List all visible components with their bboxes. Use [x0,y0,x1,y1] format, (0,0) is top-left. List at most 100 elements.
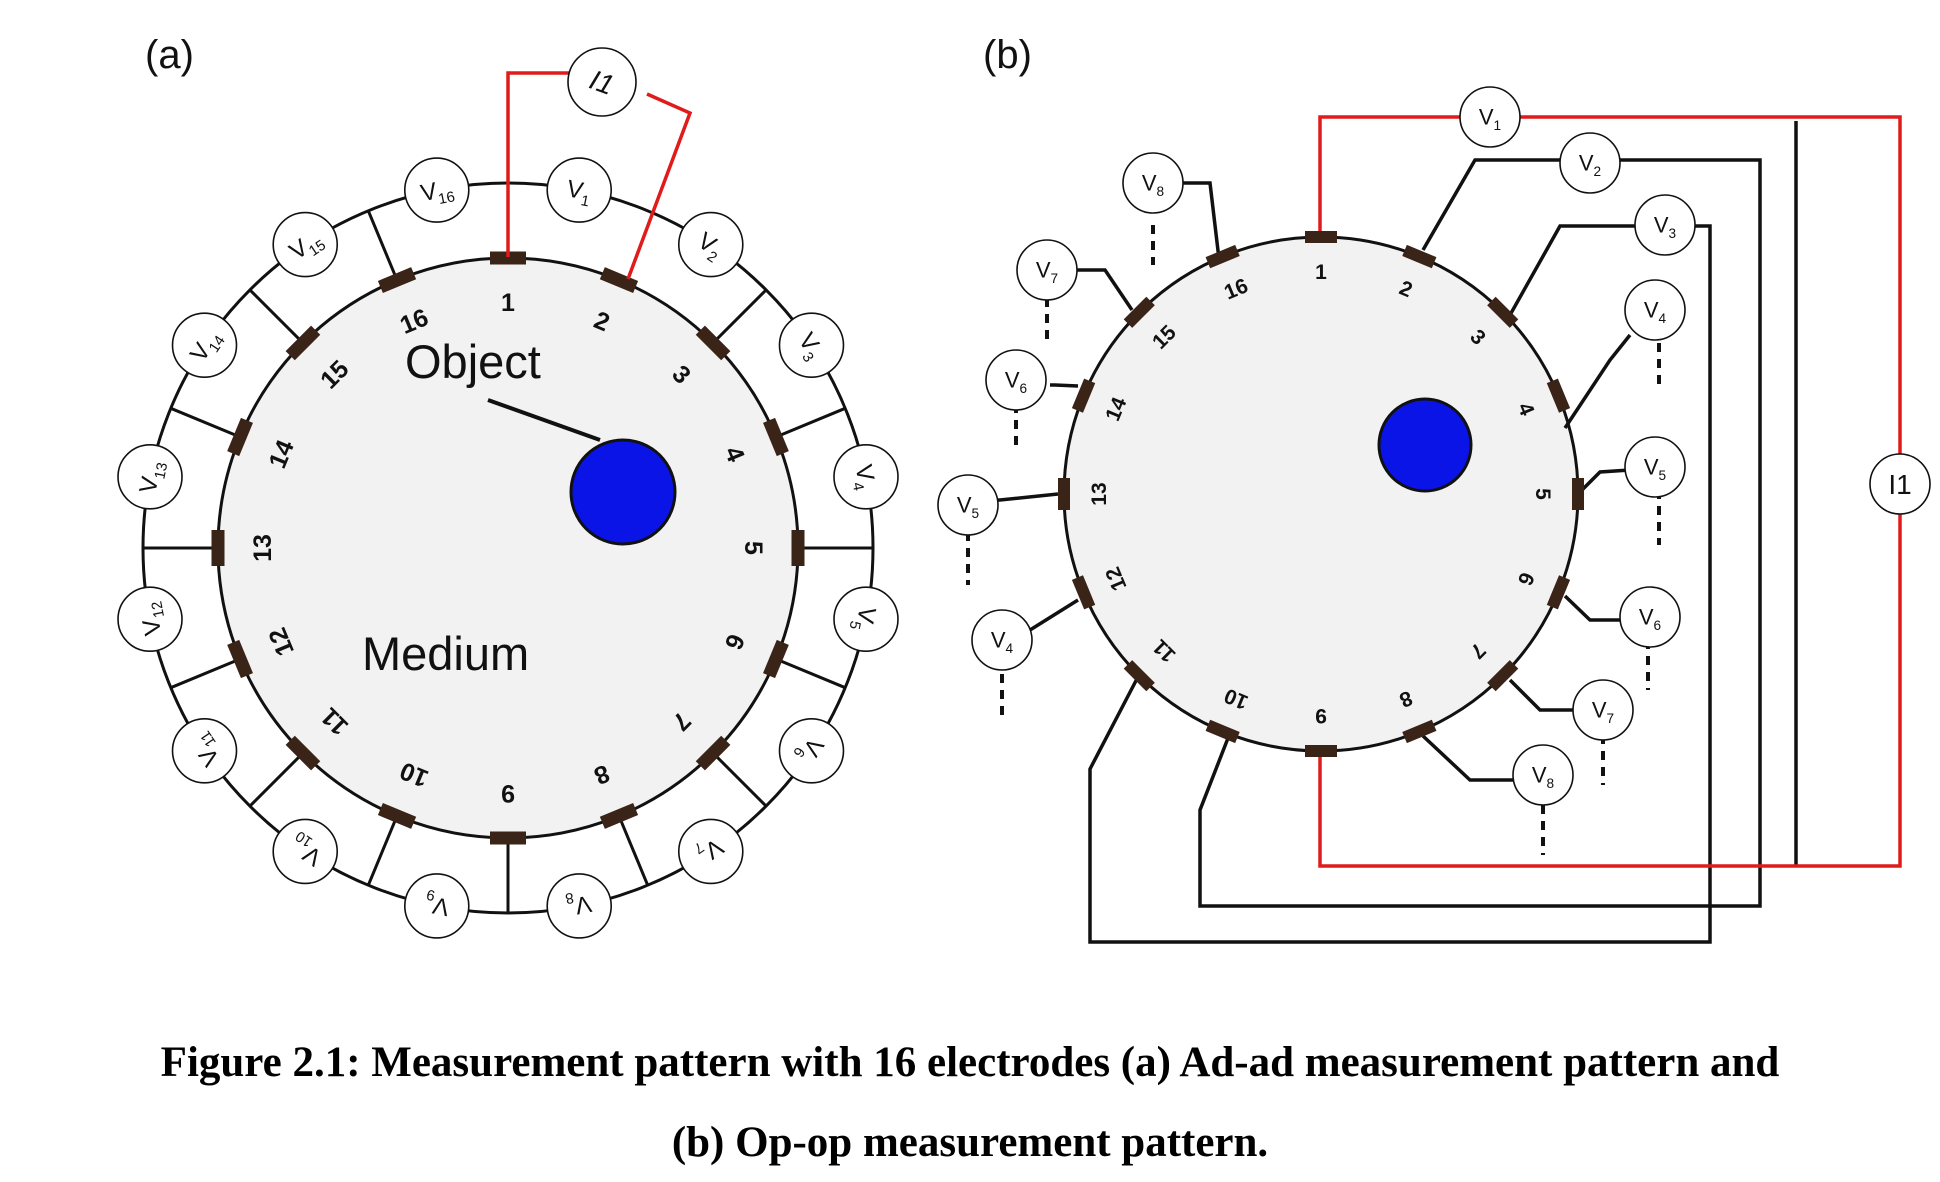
electrode-b-14 [1071,378,1096,413]
electrode-b-2 [1402,244,1437,269]
voltmeter-V7: V7 [677,818,744,885]
electrode-number: 9 [501,779,515,807]
object-label: Object [405,335,541,388]
svg-text:V1: V1 [564,175,594,210]
svg-text:V6: V6 [1005,368,1027,397]
electrode-b-7 [1487,660,1519,692]
electrode-16 [377,267,417,293]
voltmeter-b-left-V6: V6 [985,349,1047,411]
voltmeter-b-V2: V2 [1559,132,1621,194]
electrode-b-5 [1572,478,1584,510]
voltmeter-V12: V12 [117,586,183,653]
svg-text:V16: V16 [418,174,456,211]
voltmeter-V8: V8 [546,873,613,939]
electrode-5 [791,530,805,566]
electrode-b-3 [1487,296,1519,328]
current-source-a: I1 [567,47,637,117]
voltmeter-V9: V9 [403,873,470,939]
svg-text:V8: V8 [564,886,594,921]
voltmeter-spokes [143,210,873,913]
electrode-4 [763,417,789,457]
svg-text:V12: V12 [134,600,171,638]
voltmeter-V16: V16 [403,157,470,223]
electrode-number: 13 [249,534,277,562]
svg-text:V5: V5 [957,493,979,522]
current-source-b: I1 [1869,453,1931,515]
voltmeter-V14: V14 [171,312,238,379]
voltmeter-b-V8: V8 [1512,744,1574,806]
voltmeter-b-left-V8: V8 [1122,152,1184,214]
voltmeters-a: V1 V2 V3 V4 V5 V6 V7 V8 V9 V10 V11 V12 V13 V14 V15 V16 [117,157,899,939]
electrode-b-16 [1205,244,1240,269]
voltmeter-b-V6: V6 [1619,586,1681,648]
voltmeter-b-V7: V7 [1572,679,1634,741]
panel-a-label: (a) [145,33,194,77]
svg-text:V4: V4 [1644,298,1667,327]
current-source-b-label: I1 [1888,469,1911,500]
electrode-b-12 [1071,575,1096,610]
electrode-b-1 [1305,231,1337,243]
svg-text:V1: V1 [1479,105,1501,134]
electrode-b-11 [1123,660,1155,692]
electrode-8 [599,803,639,829]
electrode-10 [377,803,417,829]
medium-label: Medium [362,627,529,680]
electrode-3 [695,325,731,361]
dashed-leads-b [966,225,1661,855]
svg-text:V7: V7 [1036,258,1058,287]
voltmeter-V4: V4 [833,443,899,510]
voltmeter-V15: V15 [272,211,339,278]
svg-text:V4: V4 [991,628,1014,657]
electrode-6 [763,639,789,679]
voltmeter-V10: V10 [272,818,339,885]
electrode-2 [599,267,639,293]
electrode-b-6 [1546,575,1571,610]
svg-text:V2: V2 [1579,151,1601,180]
svg-text:V9: V9 [422,886,452,921]
voltmeter-b-left-V7: V7 [1016,239,1078,301]
black-wires-b [1088,121,1798,944]
electrode-14 [227,417,253,457]
electrode-b-8 [1402,719,1437,744]
electrode-9 [490,831,526,845]
voltmeter-V13: V13 [117,443,183,510]
current-wire-a-2 [626,92,693,280]
electrode-b-9 [1305,745,1337,757]
electrode-number-b: 5 [1531,488,1554,500]
voltmeters-b: V1 V2 V3 V4 V5 V6 V7 V8 V8 V7 V6 V5 V4 [937,86,1696,806]
voltmeter-b-left-V5: V5 [937,474,999,536]
electrodes-a [211,251,805,845]
electrode-b-10 [1205,719,1240,744]
panel-b-label: (b) [983,33,1032,77]
svg-text:V7: V7 [1592,698,1614,727]
svg-text:V4: V4 [846,462,881,492]
electrode-b-15 [1123,296,1155,328]
svg-text:V5: V5 [1644,455,1666,484]
voltmeter-V2: V2 [677,211,744,278]
voltmeter-b-V3: V3 [1634,194,1696,256]
voltmeter-V1: V1 [546,157,613,223]
electrode-7 [695,735,731,771]
voltmeter-b-left-V4: V4 [971,609,1033,671]
voltmeter-V6: V6 [778,717,845,784]
object-pointer [487,398,601,442]
voltmeter-V3: V3 [778,312,845,379]
electrode-number-b: 13 [1088,482,1111,505]
caption-line-1: Figure 2.1: Measurement pattern with 16 … [160,1039,1780,1086]
caption-line-2: (b) Op-op measurement pattern. [671,1119,1269,1166]
current-wire-a [506,71,592,257]
panel-b-op-op-pattern: (b) [937,33,1931,944]
voltmeter-b-V1: V1 [1459,86,1521,148]
voltmeter-b-V5: V5 [1624,436,1686,498]
electrode-1 [490,251,526,265]
svg-text:V5: V5 [846,604,881,634]
electrode-15 [285,325,321,361]
electrode-number-b: 1 [1315,261,1327,284]
svg-text:V13: V13 [134,458,171,496]
electrodes-b [1058,231,1584,757]
electrode-13 [211,530,225,566]
svg-text:V8: V8 [1142,171,1164,200]
electrode-number: 5 [739,541,767,555]
